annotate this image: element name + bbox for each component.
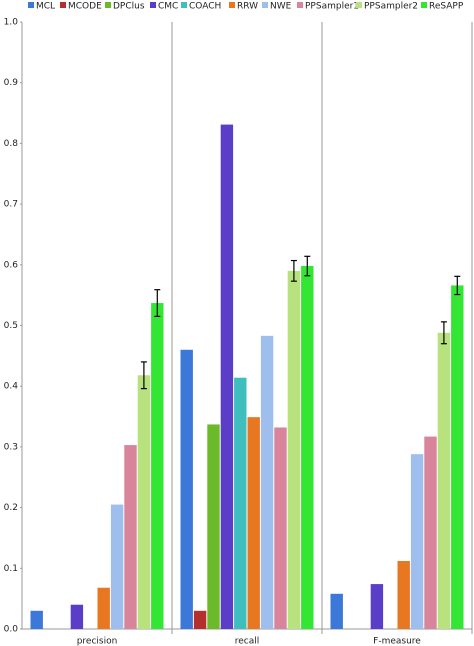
- bar: [97, 587, 110, 629]
- legend-swatch: [60, 2, 66, 8]
- bar: [193, 610, 207, 629]
- bar: [70, 604, 84, 629]
- error-bar: [454, 275, 461, 296]
- legend-swatch: [181, 2, 187, 8]
- legend-label: MCODE: [68, 2, 102, 12]
- error-bar: [154, 289, 161, 317]
- y-tick-label: 0.1: [4, 564, 18, 574]
- bar: [137, 375, 151, 629]
- y-tick-label: 0.6: [4, 260, 19, 270]
- error-bar: [290, 259, 297, 282]
- legend-swatch: [262, 2, 268, 8]
- legend-label: CMC: [158, 2, 178, 12]
- y-tick-label: 0.4: [4, 382, 19, 392]
- bar: [207, 424, 220, 629]
- legend-swatch: [105, 2, 111, 8]
- bar: [234, 377, 247, 629]
- bar: [410, 454, 424, 629]
- legend-label: PPSampler1: [305, 2, 359, 12]
- y-tick-label: 0.7: [4, 200, 18, 210]
- y-tick-label: 0.2: [4, 503, 18, 513]
- bar: [437, 332, 451, 629]
- y-tick-label: 0.9: [4, 78, 19, 88]
- bar: [330, 593, 343, 629]
- legend-label: NWE: [270, 2, 292, 12]
- legend-label: COACH: [189, 2, 221, 12]
- bar: [124, 445, 137, 629]
- bar: [151, 303, 164, 629]
- bar: [260, 335, 274, 629]
- y-tick-label: 0.3: [4, 442, 18, 452]
- legend-label: RRW: [237, 2, 258, 12]
- bar: [180, 349, 193, 629]
- legend-swatch: [421, 2, 427, 8]
- x-tick-label: recall: [235, 637, 260, 646]
- y-tick-label: 0.5: [4, 321, 18, 331]
- bar: [424, 436, 437, 629]
- bar: [451, 285, 464, 629]
- legend-swatch: [297, 2, 303, 8]
- legend-label: MCL: [36, 2, 55, 12]
- y-tick-label: 0.0: [4, 625, 19, 635]
- bar: [30, 610, 43, 629]
- bar: [247, 417, 260, 629]
- bar: [397, 561, 410, 629]
- bar: [110, 504, 124, 629]
- legend-swatch: [150, 2, 156, 8]
- y-tick-label: 1.0: [4, 18, 19, 28]
- legend-swatch: [229, 2, 235, 8]
- bar: [274, 427, 287, 629]
- legend-swatch: [28, 2, 34, 8]
- legend-swatch: [356, 2, 362, 8]
- legend-label: PPSampler2: [364, 2, 418, 12]
- legend-label: DPClus: [113, 2, 145, 12]
- bar: [220, 124, 234, 629]
- legend-label: ReSAPP: [429, 2, 464, 12]
- x-tick-label: precision: [77, 637, 118, 646]
- bar: [287, 270, 301, 629]
- error-bar: [140, 361, 147, 390]
- error-bar: [440, 321, 447, 345]
- y-tick-label: 0.8: [4, 139, 19, 149]
- error-bar: [304, 255, 311, 277]
- bar: [370, 584, 384, 629]
- x-tick-label: F-measure: [373, 637, 421, 646]
- bar: [301, 266, 314, 629]
